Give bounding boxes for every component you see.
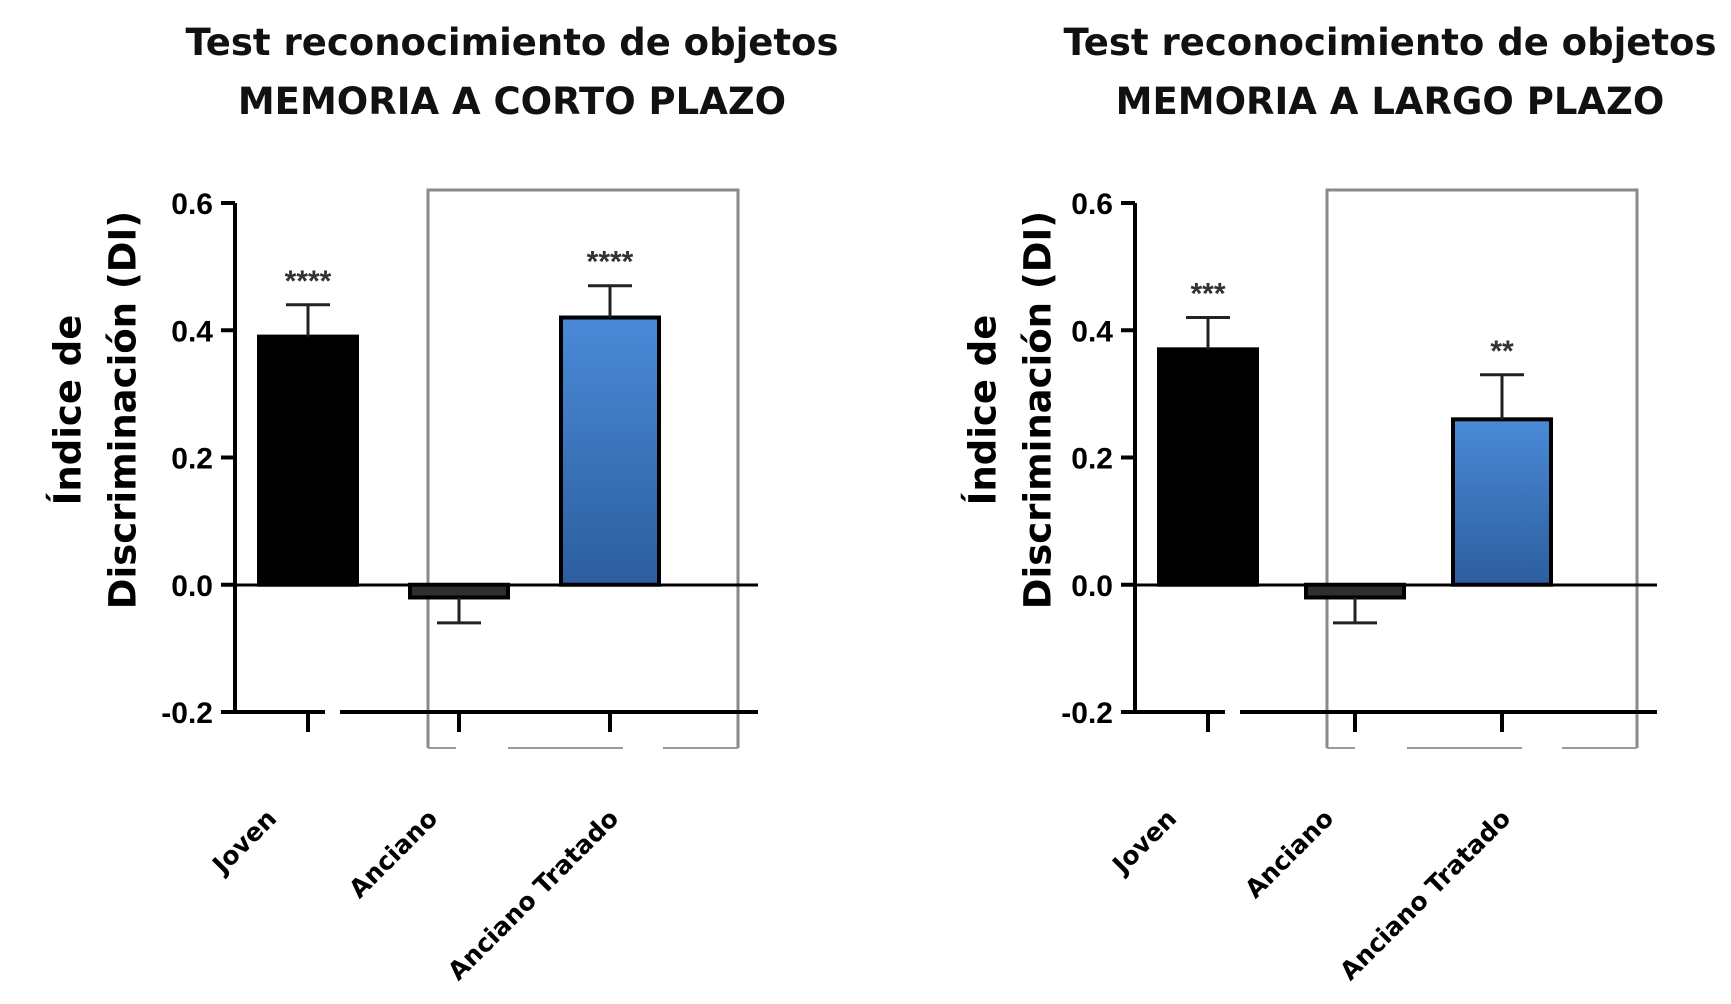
significance-label: **: [1490, 335, 1514, 368]
bar-anciano-tratado: [559, 315, 661, 587]
y-tick-label: 0.6: [1071, 188, 1113, 221]
y-tick-label: 0.2: [1071, 443, 1113, 476]
x-tick-label: Anciano: [343, 804, 443, 904]
x-tick-label: Joven: [1105, 804, 1182, 881]
y-tick-label: 0.0: [171, 570, 213, 603]
group-bracket-box: [1325, 188, 1639, 748]
chart-subtitle: MEMORIA A CORTO PLAZO: [238, 80, 786, 123]
chart-title: Test reconocimiento de objetos: [1063, 21, 1716, 64]
bar-joven: [257, 334, 359, 587]
group-bracket-box: [426, 188, 740, 748]
significance-label: ****: [285, 265, 332, 298]
y-tick-label: 0.2: [171, 443, 213, 476]
y-tick-label: 0.0: [1071, 570, 1113, 603]
significance-label: ****: [587, 246, 634, 279]
bar-anciano: [408, 582, 510, 600]
bar-joven: [1157, 347, 1259, 587]
x-tick-label: Anciano Tratado: [442, 804, 624, 986]
bar-anciano: [1304, 582, 1406, 600]
x-tick-label: Anciano Tratado: [1334, 804, 1516, 986]
y-tick-label: -0.2: [1061, 697, 1113, 730]
y-tick-label: -0.2: [161, 697, 213, 730]
y-tick-label: 0.4: [1071, 315, 1113, 348]
y-tick-label: 0.6: [171, 188, 213, 221]
significance-label: ***: [1190, 278, 1225, 311]
y-axis-label-line2: Discriminación (DI): [102, 211, 145, 609]
chart-subtitle: MEMORIA A LARGO PLAZO: [1116, 80, 1665, 123]
chart-long-term-memory: Test reconocimiento de objetos MEMORIA A …: [961, 21, 1717, 986]
x-tick-label: Anciano: [1239, 804, 1339, 904]
x-tick-label: Joven: [205, 804, 282, 881]
chart-short-term-memory: Test reconocimiento de objetos MEMORIA A …: [46, 21, 839, 986]
y-tick-label: 0.4: [171, 315, 213, 348]
bar-anciano-tratado: [1451, 417, 1553, 587]
chart-title: Test reconocimiento de objetos: [185, 21, 838, 64]
y-axis-label-line1: Índice de: [46, 315, 90, 506]
y-axis-label-line2: Discriminación (DI): [1017, 211, 1060, 609]
y-axis-label-line1: Índice de: [961, 315, 1005, 506]
